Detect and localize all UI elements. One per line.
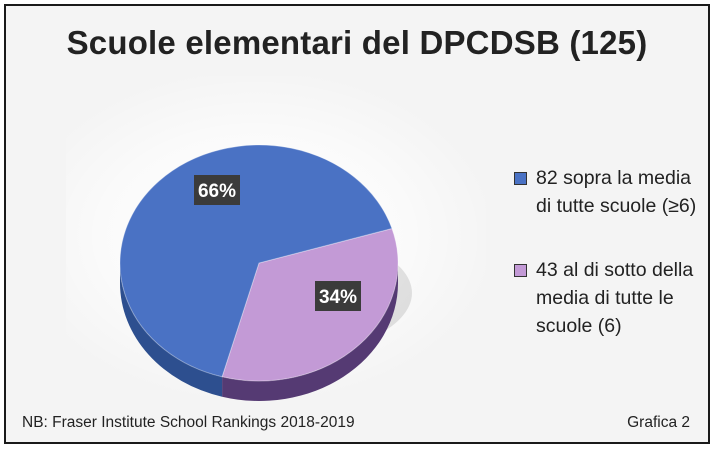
data-label-box-1 — [315, 281, 361, 311]
pie-side-0-0 — [120, 263, 223, 397]
source-footnote: NB: Fraser Institute School Rankings 201… — [22, 414, 355, 431]
pie-chart: 34% 66% — [119, 144, 412, 402]
pie-slice-1 — [221, 227, 399, 382]
chart-legend: 82 sopra la media di tutte scuole (≥6) 4… — [512, 164, 702, 340]
chart-frame: Scuole elementari del DPCDSB (125) 34% 66… — [4, 4, 710, 444]
chart-title: Scuole elementari del DPCDSB (125) — [66, 24, 648, 61]
pie-slice-0 — [119, 144, 393, 378]
legend-swatch-below — [514, 264, 527, 277]
data-label-1: 34% — [319, 287, 357, 308]
legend-item-below: 43 al di sotto della media di tutte le s… — [512, 256, 702, 340]
data-label-0: 66% — [198, 181, 236, 202]
figure-label: Grafica 2 — [627, 414, 690, 431]
legend-label-below: 43 al di sotto della media di tutte le s… — [536, 259, 694, 337]
pie-side-1-0 — [222, 263, 398, 402]
data-label-box-0 — [194, 175, 240, 205]
legend-item-above: 82 sopra la media di tutte scuole (≥6) — [512, 164, 702, 220]
legend-label-above: 82 sopra la media di tutte scuole (≥6) — [536, 167, 697, 217]
legend-swatch-above — [514, 172, 527, 185]
